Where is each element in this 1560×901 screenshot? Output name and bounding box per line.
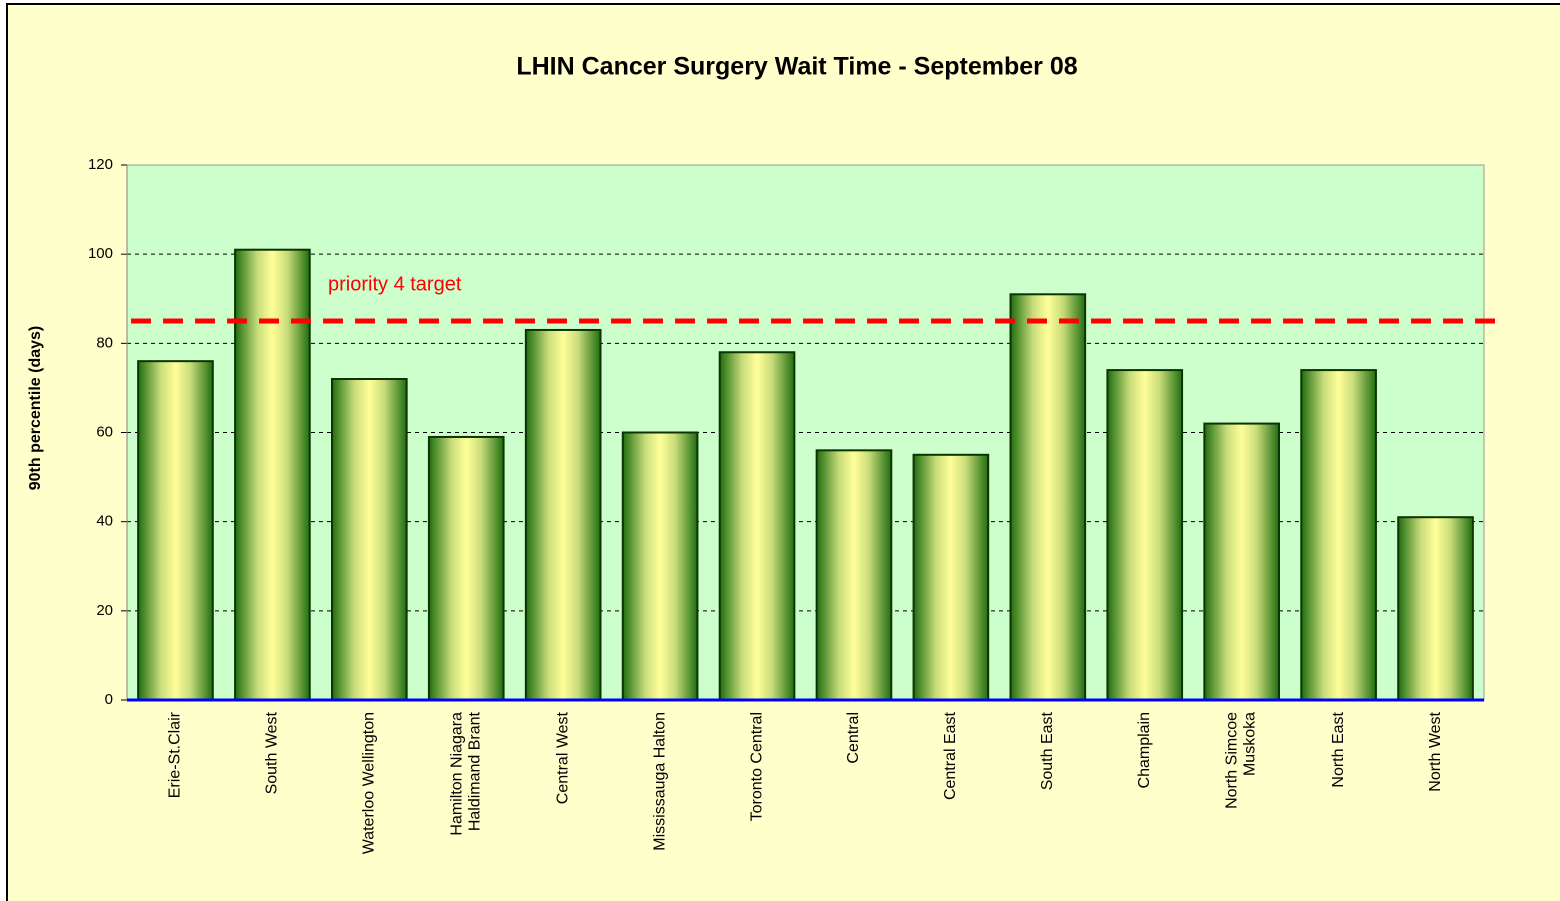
y-tick-label: 60: [96, 423, 113, 440]
x-tick-label: Central West: [554, 711, 571, 804]
bar: [621, 431, 699, 701]
x-tick-label: South East: [1039, 711, 1056, 790]
x-tick-label: Waterloo Wellington: [361, 712, 378, 854]
bar: [1009, 293, 1087, 701]
x-tick-label: Hamilton NiagaraHaldimand Brant: [448, 711, 483, 835]
bar: [234, 248, 311, 701]
y-tick-label: 100: [88, 245, 113, 262]
bar: [1397, 516, 1474, 701]
y-tick-label: 40: [96, 513, 113, 530]
x-tick-label: North East: [1330, 711, 1347, 787]
y-tick-label: 80: [96, 334, 113, 351]
x-tick-label: Central East: [942, 711, 959, 800]
bar: [1300, 369, 1377, 701]
x-tick-label: Erie-St.Clair: [167, 711, 184, 798]
bar: [815, 449, 893, 702]
bar: [524, 328, 602, 701]
bar: [137, 360, 214, 701]
y-axis-label: 90th percentile (days): [27, 326, 44, 491]
x-tick-label: Mississauga Halton: [651, 712, 668, 851]
bar: [1203, 422, 1280, 701]
bar: [1106, 369, 1184, 701]
bar: [912, 453, 990, 701]
x-tick-label: North West: [1427, 711, 1444, 791]
y-tick-label: 120: [88, 156, 113, 173]
bar: [331, 378, 408, 701]
x-tick-label: Toronto Central: [748, 712, 765, 821]
target-label: priority 4 target: [328, 273, 462, 295]
y-tick-label: 20: [96, 602, 113, 619]
chart-title: LHIN Cancer Surgery Wait Time - Septembe…: [516, 53, 1077, 81]
bar: [427, 435, 505, 701]
x-tick-label: South West: [264, 711, 281, 794]
x-tick-label: Central: [845, 712, 862, 764]
x-tick-label: North SimcoeMuskoka: [1224, 712, 1259, 809]
x-tick-label: Champlain: [1136, 712, 1153, 788]
bar: [718, 351, 796, 701]
y-tick-label: 0: [105, 691, 113, 708]
